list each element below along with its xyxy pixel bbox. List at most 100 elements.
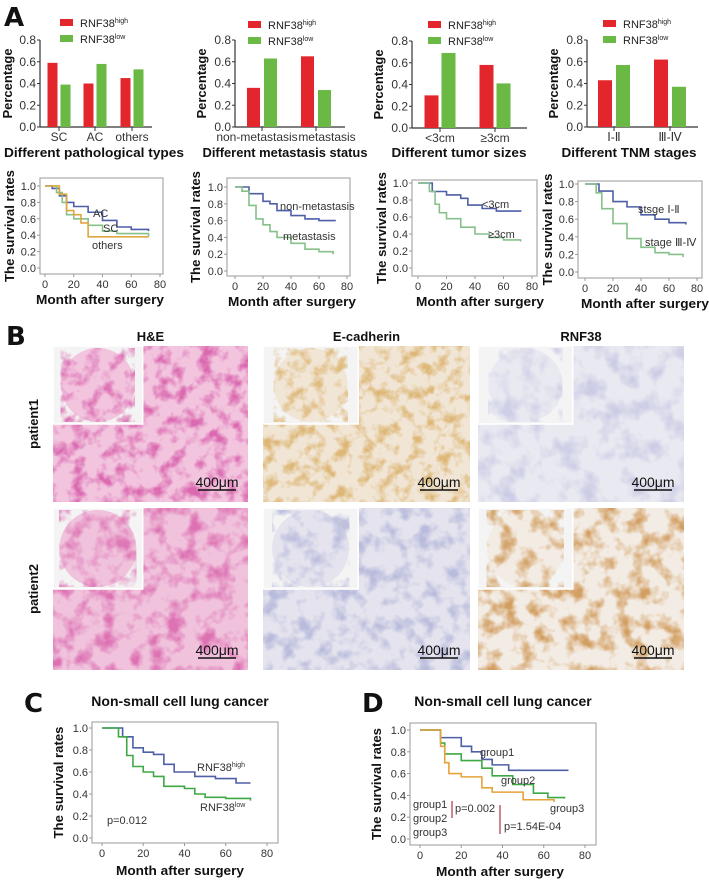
scale-bar-label: 400μm: [631, 642, 674, 658]
survival-curve-3cm: [418, 182, 522, 242]
scale-bar-label: 400μm: [195, 642, 238, 658]
column-header: H&E: [137, 329, 165, 344]
tma-core-texture: [272, 510, 350, 587]
y-tick-label: 0.6: [393, 212, 408, 224]
y-tick-label: 0.8: [214, 33, 231, 47]
y-tick-label: 0.8: [208, 199, 223, 211]
bar-low-1: [96, 63, 107, 127]
bar-high-1: [654, 59, 668, 128]
survival-curve-stage: [585, 183, 684, 258]
legend-label-low-text: RNF38: [623, 35, 658, 47]
x-tick-label: SC: [51, 130, 68, 144]
scale-bar-label: 400μm: [631, 474, 674, 490]
curve-label-low-superscript: low: [235, 802, 246, 809]
bar-high-2: [120, 78, 131, 127]
y-tick-label: 0.4: [391, 78, 408, 92]
survival-chart-1: 0.0 0.2 0.4 0.6 0.8 1.0 0 20 40 60 80 AC SC others The…: [2, 170, 166, 307]
legend-label-low-text: RNF38: [80, 34, 115, 46]
survival-curve-group3: [420, 729, 555, 802]
y-tick-label: 0.0: [21, 263, 36, 275]
tma-core-texture: [486, 510, 564, 587]
x-tick-label: <3cm: [425, 131, 455, 145]
y-axis-label: Percentage: [546, 48, 561, 118]
curve-label: SC: [103, 223, 118, 235]
legend-swatch-high: [428, 21, 441, 28]
y-tick-label: 0.2: [566, 98, 583, 112]
survival-chart-3: 0.0 0.2 0.4 0.6 0.8 1.0 0 20 40 60 80 <3cm ≥3cm The s…: [374, 172, 545, 309]
legend-label-high-superscript: high: [303, 20, 316, 27]
legend-swatch-high: [60, 19, 73, 26]
x-tick-label: 0: [415, 281, 421, 293]
x-tick-label: non-metastasis: [216, 130, 297, 144]
y-axis-label: Percentage: [194, 48, 209, 118]
survival-chart-2: 0.0 0.2 0.4 0.6 0.8 1.0 0 20 40 60 80 non-metastasi…: [188, 171, 357, 309]
x-tick-label: 80: [261, 848, 273, 860]
x-tick-label: 40: [635, 283, 647, 295]
x-axis-label: Month after surgery: [436, 864, 565, 879]
x-tick-label: 80: [154, 279, 166, 291]
y-axis-label: The survival rates: [369, 728, 384, 840]
bar-chart-3: 0.00.20.40.60.8<3cm ≥3cmRNF38highRNF38low…: [371, 20, 527, 160]
x-tick-label: 60: [125, 279, 137, 291]
y-tick-label: 0.0: [566, 120, 583, 134]
x-tick-label: 60: [663, 283, 675, 295]
x-tick-label: 60: [313, 281, 325, 293]
legend-label-high-text: RNF38: [80, 18, 115, 30]
y-tick-label: 0.2: [21, 247, 36, 259]
y-tick-label: 0.4: [73, 789, 88, 801]
bar-low-1: [496, 83, 511, 128]
bar-low-0: [441, 52, 456, 128]
y-tick-label: 0.6: [214, 55, 231, 69]
x-tick-label: 20: [455, 850, 467, 862]
bar-high-0: [247, 87, 260, 127]
y-tick-label: 0.0: [214, 120, 231, 134]
legend-label-low: RNF38low: [268, 36, 314, 48]
x-axis-label: Different TNM stages: [562, 145, 697, 160]
y-tick-label: 0.0: [391, 834, 406, 846]
survival-chart-6: 0.0 0.2 0.4 0.6 0.8 1.0 0 20 40 60 80 group1 group2 g…: [369, 693, 597, 879]
bar-high-1: [83, 83, 94, 127]
curve-label-low: RNF38low: [200, 802, 246, 814]
y-tick-label: 1.0: [73, 723, 88, 735]
bar-low-0: [616, 65, 630, 127]
y-tick-label: 0.0: [393, 263, 408, 275]
legend-label-high-text: RNF38: [268, 20, 303, 32]
y-axis-label: The survival rates: [2, 170, 17, 282]
curve-label: non-metastasis: [280, 201, 355, 213]
x-axis-label: Month after surgery: [581, 296, 709, 311]
x-tick-label: 80: [579, 850, 591, 862]
x-axis-label: Month after surgery: [228, 294, 357, 309]
x-tick-label: 80: [526, 281, 538, 293]
y-tick-label: 0.6: [19, 55, 36, 69]
curve-label: stsge Ⅰ-Ⅱ: [638, 204, 680, 216]
legend-label-high-text: RNF38: [448, 20, 483, 32]
bar-low-2: [133, 69, 144, 127]
bar-chart-2: 0.0 0.2 0.4 0.6 0.8 non-metastasis metastasis R…: [194, 20, 368, 160]
x-tick-label: 40: [178, 848, 190, 860]
bar-high-1: [479, 64, 494, 128]
x-tick-label: 0: [582, 283, 588, 295]
survival-chart-5: 0.00.20.40.60.81.00 20 40 60 80RNF38highRNF3…: [51, 693, 279, 878]
x-axis-label: Month after surgery: [116, 863, 245, 878]
y-tick-label: 0.2: [393, 246, 408, 258]
y-tick-label: 0.2: [214, 98, 231, 112]
y-tick-label: 0.0: [73, 833, 88, 845]
p-value-group1-group3: p=1.54E-04: [504, 821, 561, 833]
legend-label-low-superscript: low: [483, 36, 494, 43]
y-tick-label: 0.4: [19, 77, 36, 91]
x-tick-label: 60: [220, 848, 232, 860]
survival-curve-stsge: [585, 183, 687, 225]
y-tick-label: 0.0: [391, 121, 408, 135]
x-tick-label: 60: [497, 281, 509, 293]
curve-label: group1: [480, 747, 514, 759]
y-tick-label: 0.2: [208, 249, 223, 261]
y-tick-label: 0.2: [391, 99, 408, 113]
column-header: E-cadherin: [333, 329, 400, 344]
y-tick-label: 0.8: [559, 197, 574, 209]
y-tick-label: 0.8: [391, 747, 406, 759]
x-tick-label: AC: [87, 130, 104, 144]
bar-chart-1: 0.00.20.40.60.8SC AC othersRNF38highRNF38l…: [0, 18, 184, 160]
x-axis-label: Month after surgery: [416, 294, 545, 309]
y-tick-label: 0.2: [19, 98, 36, 112]
legend-label-high-superscript: high: [115, 18, 128, 25]
